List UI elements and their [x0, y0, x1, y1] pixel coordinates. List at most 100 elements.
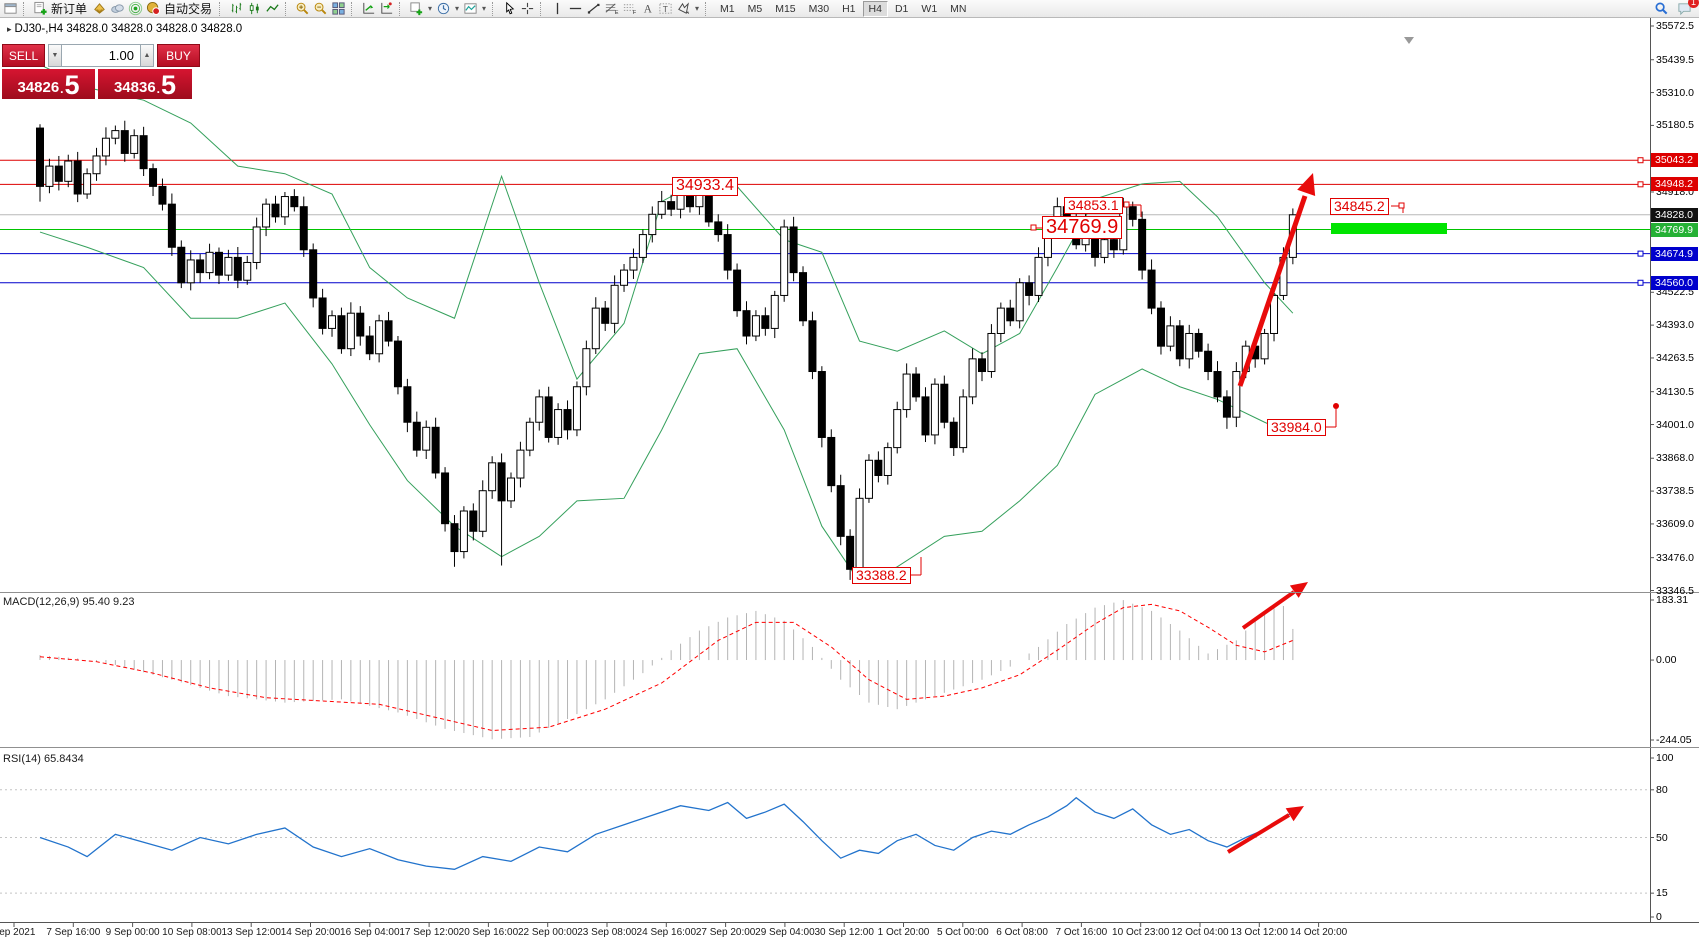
candle-body	[1109, 239, 1118, 251]
volume-decrease-button[interactable]: ▼	[48, 44, 62, 67]
vertical-line-icon[interactable]	[549, 1, 566, 17]
trend-arrow-rsi[interactable]	[1226, 813, 1291, 854]
candle-body	[1034, 256, 1043, 296]
candle-body	[620, 269, 629, 286]
candle-body	[328, 315, 337, 329]
candle-body	[582, 348, 591, 388]
zoom-in-icon[interactable]	[294, 1, 311, 17]
sell-price-display[interactable]: 34826. 5	[2, 69, 95, 99]
candle-body	[770, 294, 779, 329]
deposit-icon[interactable]	[91, 1, 108, 17]
tab-timeframe-mn[interactable]: MN	[950, 2, 967, 15]
new-order-button[interactable]: 新订单	[51, 2, 88, 16]
auto-arrange-icon[interactable]	[378, 1, 395, 17]
candle-body	[64, 160, 73, 182]
trend-arrow-macd[interactable]	[1241, 590, 1296, 630]
tab-timeframe-h4[interactable]: H4	[862, 0, 888, 17]
tab-timeframe-h1[interactable]: H1	[842, 2, 856, 15]
chart-template-caret[interactable]: ▾	[482, 4, 487, 13]
zoom-out-icon[interactable]	[312, 1, 329, 17]
candle-body	[393, 340, 402, 388]
tab-timeframe-m15[interactable]: M15	[775, 2, 796, 15]
macd-signal-line	[39, 603, 1294, 731]
candle-body	[836, 485, 845, 537]
shapes-icon[interactable]	[675, 1, 692, 17]
chat-icon[interactable]: 1	[1676, 0, 1699, 17]
candle-body	[667, 201, 676, 210]
volume-input[interactable]	[62, 44, 140, 67]
annotation-anchor[interactable]	[1030, 224, 1037, 231]
candle-body	[233, 256, 242, 281]
add-indicator-caret[interactable]: ▾	[428, 4, 433, 13]
level-line-handle[interactable]	[1637, 181, 1644, 188]
line-chart-icon[interactable]	[264, 1, 281, 17]
svg-text:T: T	[663, 4, 668, 14]
chart-area[interactable]: ▸ DJ30-,H4 34828.0 34828.0 34828.0 34828.…	[0, 18, 1699, 940]
search-icon[interactable]	[1653, 1, 1670, 17]
price-badge: 34948.2	[1651, 177, 1698, 192]
terminal-icon[interactable]	[109, 1, 126, 17]
add-indicator-icon[interactable]	[408, 1, 425, 17]
candle-body	[45, 165, 54, 187]
candle-body	[789, 226, 798, 274]
crosshair-icon[interactable]	[519, 1, 536, 17]
level-line-handle[interactable]	[1637, 157, 1644, 164]
annotation-anchor[interactable]	[1398, 202, 1405, 209]
collapse-arrow-icon[interactable]: ▸	[7, 24, 12, 34]
price-tick: 35180.5	[1656, 119, 1694, 132]
time-label: 24 Sep 16:00	[636, 927, 697, 938]
signal-icon[interactable]	[127, 1, 144, 17]
tab-timeframe-m1[interactable]: M1	[720, 2, 735, 15]
trend-arrow-main[interactable]	[1237, 195, 1308, 387]
chart-template-icon[interactable]	[462, 1, 479, 17]
price-annotation[interactable]: 34845.2	[1330, 198, 1389, 215]
chart-window-icon[interactable]	[2, 1, 19, 17]
timeframes-menu-caret[interactable]: ▾	[455, 4, 460, 13]
price-annotation[interactable]: 33388.2	[852, 567, 911, 584]
tab-timeframe-w1[interactable]: W1	[921, 2, 938, 15]
volume-increase-button[interactable]: ▲	[140, 44, 154, 67]
chart-shift-marker[interactable]	[1404, 37, 1414, 44]
annotation-anchor[interactable]	[1123, 201, 1130, 208]
candle-body	[902, 373, 911, 411]
bar-chart-icon[interactable]	[228, 1, 245, 17]
tab-timeframe-d1[interactable]: D1	[894, 2, 909, 15]
support-zone-highlight[interactable]	[1331, 223, 1447, 234]
candle-body	[459, 510, 468, 553]
price-annotation[interactable]: 34853.1	[1064, 197, 1123, 214]
horizontal-line-icon[interactable]	[567, 1, 584, 17]
trendline-icon[interactable]	[585, 1, 602, 17]
price-annotation[interactable]: 34769.9	[1042, 216, 1123, 239]
level-line-handle[interactable]	[1637, 250, 1644, 257]
candle-body	[1175, 325, 1184, 360]
fibo-retracement-icon[interactable]: E	[603, 1, 620, 17]
price-annotation[interactable]: 33984.0	[1267, 419, 1326, 436]
fibo-expansion-icon[interactable]: F	[621, 1, 638, 17]
shapes-caret[interactable]: ▾	[695, 4, 700, 13]
price-badge: 34560.0	[1651, 275, 1698, 290]
sell-button[interactable]: SELL	[2, 44, 45, 67]
tab-timeframe-m5[interactable]: M5	[747, 2, 763, 15]
candlestick-chart-icon[interactable]	[246, 1, 263, 17]
timeframes-menu-icon[interactable]	[435, 1, 452, 17]
tab-timeframe-m30[interactable]: M30	[808, 2, 830, 15]
candle-body	[742, 310, 751, 337]
buy-price-display[interactable]: 34836. 5	[98, 69, 192, 99]
candle-body	[733, 269, 742, 312]
price-annotation[interactable]: 34933.4	[672, 177, 738, 196]
level-line-handle[interactable]	[1637, 279, 1644, 286]
cursor-icon[interactable]	[501, 1, 518, 17]
chart-canvas[interactable]	[0, 18, 1699, 940]
auto-trading-icon[interactable]	[145, 1, 162, 17]
candle-body	[375, 320, 384, 355]
buy-button[interactable]: BUY	[157, 44, 200, 67]
new-order-icon[interactable]	[32, 1, 49, 17]
candle-body	[318, 297, 327, 329]
auto-trading-button[interactable]: 自动交易	[164, 2, 213, 16]
text-icon[interactable]: A	[639, 1, 656, 17]
arrange-windows-icon[interactable]	[360, 1, 377, 17]
annotation-anchor-dot[interactable]	[1333, 403, 1339, 409]
text-label-icon[interactable]: T	[657, 1, 674, 17]
tile-windows-icon[interactable]	[330, 1, 347, 17]
candle-body	[1025, 282, 1034, 296]
